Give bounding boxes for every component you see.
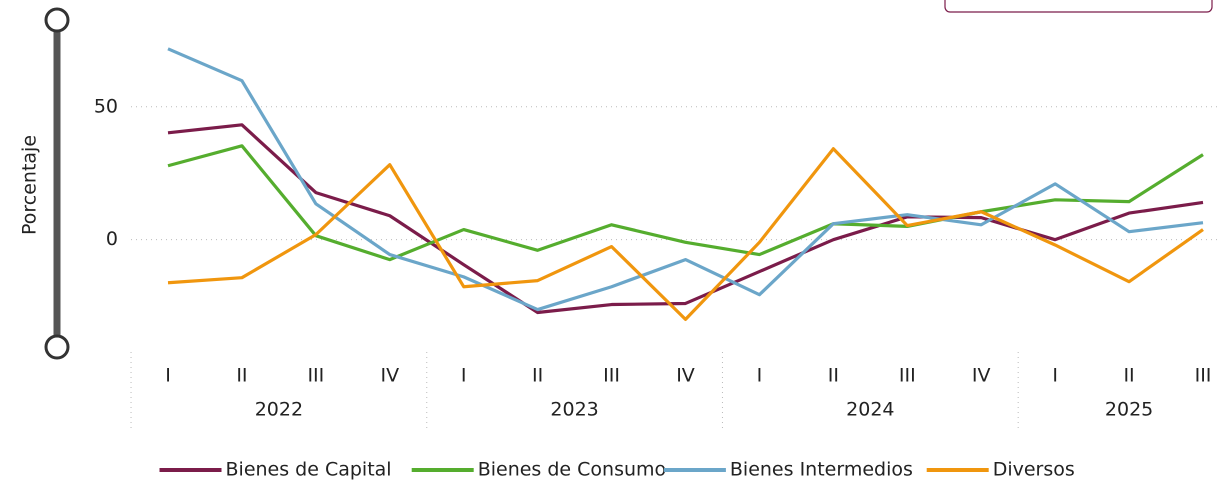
x-tick-label: IV (676, 365, 695, 387)
series-line (167, 147, 1204, 322)
legend-label: Bienes Intermedios (730, 459, 913, 481)
series-line (167, 144, 1204, 262)
legend-label: Diversos (993, 459, 1075, 481)
year-label: 2025 (1105, 399, 1153, 421)
y-tick-label: 50 (94, 95, 118, 117)
top-box (944, 0, 1213, 13)
x-tick-label: I (757, 365, 763, 387)
legend-label: Bienes de Capital (226, 459, 392, 481)
x-tick-label: II (532, 365, 543, 387)
year-label: 2024 (846, 399, 894, 421)
x-tick-label: III (307, 365, 324, 387)
year-label: 2023 (550, 399, 598, 421)
x-tick-label: II (828, 365, 839, 387)
x-tick-label: I (1052, 365, 1058, 387)
x-tick-label: IV (380, 365, 399, 387)
legend-label: Bienes de Consumo (478, 459, 666, 481)
y-axis-title: Porcentaje (19, 135, 41, 235)
y-slider (44, 7, 70, 360)
year-label: 2022 (255, 399, 303, 421)
x-tick-label: III (1195, 365, 1212, 387)
y-tick-label: 0 (106, 228, 118, 250)
series-line (167, 123, 1204, 315)
x-tick-label: II (236, 365, 247, 387)
x-tick-label: II (1123, 365, 1134, 387)
x-tick-label: I (165, 365, 171, 387)
x-tick-label: III (603, 365, 620, 387)
x-tick-label: I (461, 365, 467, 387)
series-line (167, 47, 1204, 312)
x-tick-label: III (899, 365, 916, 387)
x-tick-label: IV (972, 365, 991, 387)
